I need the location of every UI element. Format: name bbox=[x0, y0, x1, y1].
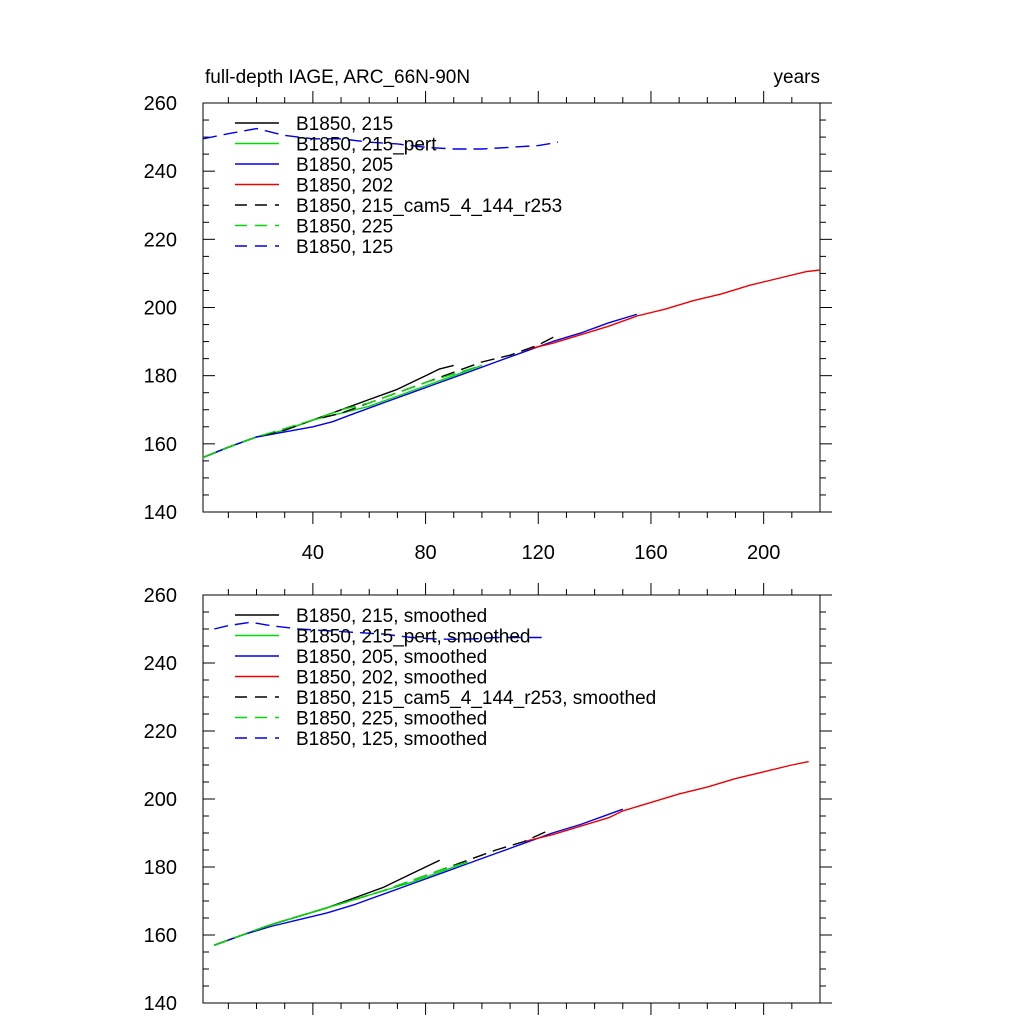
legend-label: B1850, 202 bbox=[296, 176, 393, 197]
y-tick-label: 220 bbox=[144, 721, 177, 743]
y-tick-label: 200 bbox=[144, 298, 177, 320]
y-tick-label: 200 bbox=[144, 789, 177, 811]
series-line-2 bbox=[202, 313, 638, 459]
y-tick-label: 240 bbox=[144, 653, 177, 675]
legend-label: B1850, 125, smoothed bbox=[296, 729, 487, 750]
y-tick-label: 160 bbox=[144, 925, 177, 947]
legend-label: B1850, 225, smoothed bbox=[296, 709, 487, 730]
legend-label: B1850, 225 bbox=[296, 217, 393, 238]
series-line-6 bbox=[202, 127, 559, 150]
y-tick-label: 180 bbox=[144, 857, 177, 879]
y-tick-label: 180 bbox=[144, 366, 177, 388]
x-tick-label: 80 bbox=[414, 542, 436, 564]
series-line-6 bbox=[214, 621, 547, 640]
y-tick-label: 240 bbox=[144, 161, 177, 183]
series-line-3 bbox=[524, 760, 809, 843]
legend-label: B1850, 215_cam5_4_144_r253, smoothed bbox=[296, 688, 656, 709]
y-tick-label: 260 bbox=[144, 585, 177, 607]
legend-label: B1850, 215_pert, smoothed bbox=[296, 627, 531, 648]
chart-title-left: full-depth IAGE, ARC_66N-90N bbox=[205, 67, 470, 88]
chart-title-right: years bbox=[774, 67, 820, 88]
x-tick-label: 120 bbox=[522, 542, 555, 564]
legend-label: B1850, 215, smoothed bbox=[296, 606, 487, 627]
legend-label: B1850, 205 bbox=[296, 155, 393, 176]
bottom-chart-panel: 140 160 180 200 220 240 260 B1850, 215, smoothe… bbox=[144, 583, 832, 1015]
x-tick-label: 40 bbox=[302, 542, 324, 564]
legend-label: B1850, 125 bbox=[296, 237, 393, 258]
legend-label: B1850, 215_cam5_4_144_r253 bbox=[296, 196, 562, 217]
top-chart-panel: 140 160 180 200 220 240 260 40 80 120 160 200 full-d… bbox=[144, 67, 832, 564]
series-line-5 bbox=[202, 364, 483, 459]
y-tick-label: 160 bbox=[144, 434, 177, 456]
x-tick-label: 160 bbox=[634, 542, 667, 564]
y-tick-label: 140 bbox=[144, 502, 177, 524]
legend-label: B1850, 215 bbox=[296, 114, 393, 135]
series-line-3 bbox=[524, 269, 821, 351]
x-tick-label: 200 bbox=[747, 542, 780, 564]
y-tick-label: 220 bbox=[144, 229, 177, 251]
legend-label: B1850, 202, smoothed bbox=[296, 668, 487, 689]
y-tick-label: 140 bbox=[144, 993, 177, 1015]
y-tick-label: 260 bbox=[144, 93, 177, 115]
series-line-0 bbox=[202, 364, 454, 459]
series-line-5 bbox=[214, 861, 469, 946]
series-line-1 bbox=[202, 364, 483, 459]
series-line-2 bbox=[214, 808, 624, 946]
legend-label: B1850, 205, smoothed bbox=[296, 647, 487, 668]
legend-label: B1850, 215_pert bbox=[296, 135, 437, 156]
